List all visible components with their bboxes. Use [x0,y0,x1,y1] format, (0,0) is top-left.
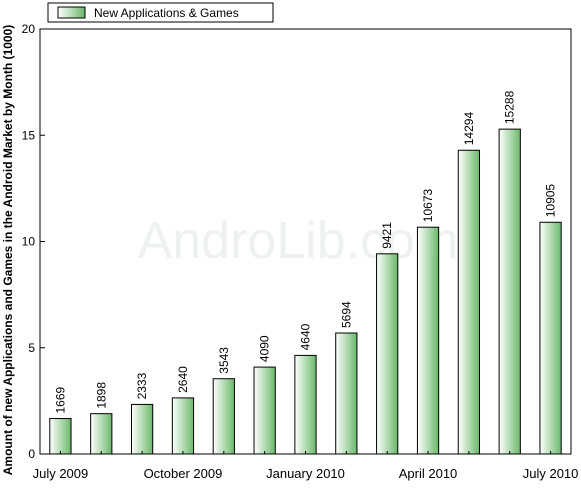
x-tick-label: January 2010 [266,466,345,481]
data-label: 4640 [299,323,313,350]
data-label: 1898 [94,382,108,409]
bar [130,403,154,455]
bar [416,226,440,455]
data-label: 3543 [217,347,231,374]
bar [49,418,72,455]
plot-area: 0 5 10 15 20 1669 1898 2333 2640 3543 4090 4640 5694… [22,22,579,481]
x-tick-label: July 2009 [33,466,89,481]
bar [171,397,195,455]
bar [376,253,399,455]
data-label: 14294 [462,112,476,146]
data-label: 9421 [380,222,394,249]
data-label: 2640 [176,366,190,393]
legend-frame [47,2,274,23]
y-tick-label: 15 [22,128,36,142]
y-tick-label: 10 [22,235,36,249]
legend: New Applications & Games [47,2,274,23]
bar [498,128,521,455]
watermark: AndroLib.com [138,212,459,270]
data-label: 2333 [135,372,149,399]
y-tick-label: 20 [22,22,36,36]
bar [335,332,358,455]
bar [212,378,235,455]
data-label: 1669 [53,387,67,414]
x-tick-label: April 2010 [399,466,458,481]
bar [253,366,276,455]
y-tick-label: 5 [28,341,35,355]
data-label: 10673 [421,189,435,223]
data-label: 4090 [258,335,272,362]
bar [539,221,562,455]
bar [90,413,113,455]
x-tick-label: July 2010 [523,466,579,481]
legend-label: New Applications & Games [94,6,239,20]
y-axis-label: Amount of new Applications and Games in … [1,25,15,475]
data-label: 5694 [339,301,353,328]
plot-frame [39,28,572,455]
legend-swatch [57,6,86,19]
y-tick-label: 0 [28,447,35,461]
data-label: 15288 [503,90,517,124]
bar [294,354,317,455]
bar [457,149,481,455]
data-label: 10905 [544,184,558,218]
x-tick-label: October 2009 [144,466,223,481]
